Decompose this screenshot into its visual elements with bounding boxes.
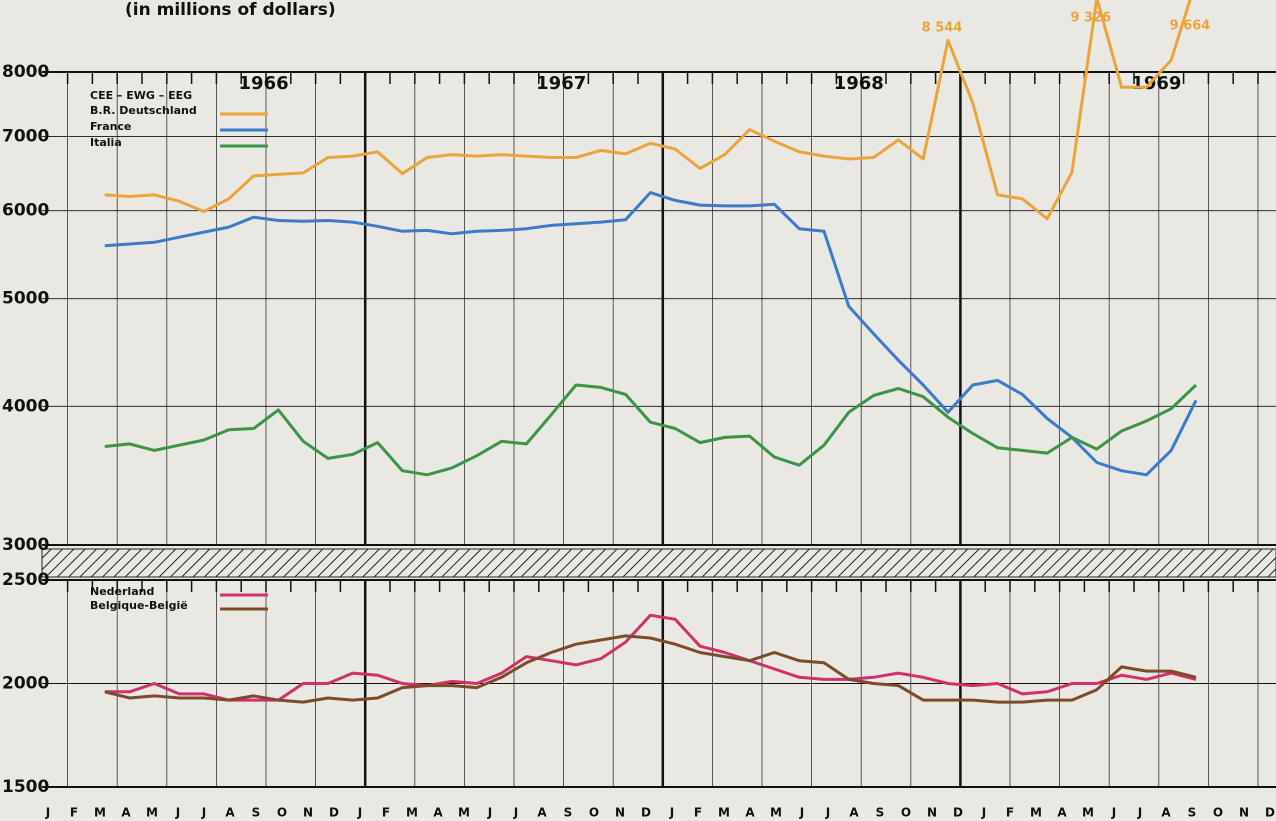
y-tick-label: 6000 bbox=[2, 201, 49, 221]
legend-label: Nederland bbox=[90, 585, 154, 598]
x-tick-label: F bbox=[70, 806, 78, 820]
y-tick-label: 5000 bbox=[2, 289, 49, 309]
x-tick-label: O bbox=[589, 806, 599, 820]
y-tick-label: 3000 bbox=[2, 535, 49, 555]
x-tick-label: J bbox=[357, 806, 362, 820]
x-tick-label: J bbox=[1137, 806, 1142, 820]
year-label: 1967 bbox=[536, 73, 586, 94]
x-tick-label: M bbox=[406, 806, 418, 820]
x-tick-label: J bbox=[513, 806, 518, 820]
x-tick-label: O bbox=[1213, 806, 1223, 820]
x-tick-label: N bbox=[1239, 806, 1249, 820]
x-tick-label: J bbox=[201, 806, 206, 820]
legend-label: Italia bbox=[90, 136, 122, 149]
x-tick-label: M bbox=[146, 806, 158, 820]
series-line bbox=[104, 383, 1198, 477]
series-line bbox=[104, 613, 1197, 702]
x-tick-label: M bbox=[1082, 806, 1094, 820]
legend-label: B.R. Deutschland bbox=[90, 104, 197, 117]
y-tick-label: 2000 bbox=[2, 674, 49, 694]
x-tick-label: J bbox=[981, 806, 986, 820]
chart-title: (in millions of dollars) bbox=[125, 0, 336, 20]
x-tick-label: M bbox=[458, 806, 470, 820]
x-tick-label: A bbox=[849, 806, 859, 820]
x-tick-label: D bbox=[329, 806, 339, 820]
x-tick-label: J bbox=[45, 806, 50, 820]
legend-label: Belgique-België bbox=[90, 599, 188, 612]
value-label: 9 664 bbox=[1170, 19, 1211, 34]
x-tick-label: F bbox=[1006, 806, 1014, 820]
x-tick-label: N bbox=[615, 806, 625, 820]
legend-title: CEE – EWG – EEG bbox=[90, 89, 192, 102]
year-label: 1968 bbox=[834, 73, 884, 94]
x-tick-label: A bbox=[225, 806, 235, 820]
x-tick-label: S bbox=[252, 806, 261, 820]
value-label: 9 326 bbox=[1070, 11, 1111, 26]
x-tick-label: A bbox=[433, 806, 443, 820]
x-tick-label: A bbox=[121, 806, 131, 820]
x-tick-label: M bbox=[770, 806, 782, 820]
x-tick-label: M bbox=[718, 806, 730, 820]
x-tick-label: M bbox=[1030, 806, 1042, 820]
x-tick-label: J bbox=[669, 806, 674, 820]
x-tick-label: O bbox=[901, 806, 911, 820]
legend-label: France bbox=[90, 120, 131, 133]
x-tick-label: J bbox=[487, 806, 492, 820]
x-tick-label: J bbox=[825, 806, 830, 820]
x-tick-label: J bbox=[799, 806, 804, 820]
y-tick-label: 1500 bbox=[2, 777, 49, 797]
x-tick-label: S bbox=[876, 806, 885, 820]
series-line bbox=[104, 191, 1198, 477]
y-tick-label: 4000 bbox=[2, 396, 49, 416]
value-label: 8 544 bbox=[922, 21, 963, 36]
x-tick-label: S bbox=[564, 806, 573, 820]
x-tick-label: J bbox=[175, 806, 180, 820]
x-tick-label: D bbox=[1265, 806, 1275, 820]
x-tick-label: N bbox=[303, 806, 313, 820]
x-tick-label: D bbox=[953, 806, 963, 820]
series-line bbox=[104, 0, 1192, 221]
x-tick-label: N bbox=[927, 806, 937, 820]
x-tick-label: M bbox=[94, 806, 106, 820]
x-tick-label: J bbox=[1111, 806, 1116, 820]
y-tick-label: 8000 bbox=[2, 62, 49, 82]
axis-break bbox=[41, 548, 1276, 578]
x-tick-label: A bbox=[1057, 806, 1067, 820]
x-tick-label: A bbox=[1161, 806, 1171, 820]
x-tick-label: F bbox=[382, 806, 390, 820]
y-tick-label: 2500 bbox=[2, 570, 49, 590]
y-tick-label: 7000 bbox=[2, 126, 49, 146]
year-label: 1966 bbox=[239, 73, 289, 94]
x-tick-label: D bbox=[641, 806, 651, 820]
x-tick-label: S bbox=[1188, 806, 1197, 820]
x-tick-label: A bbox=[537, 806, 547, 820]
series-line bbox=[104, 634, 1197, 704]
x-tick-label: A bbox=[745, 806, 755, 820]
x-tick-label: O bbox=[277, 806, 287, 820]
x-tick-label: F bbox=[694, 806, 702, 820]
